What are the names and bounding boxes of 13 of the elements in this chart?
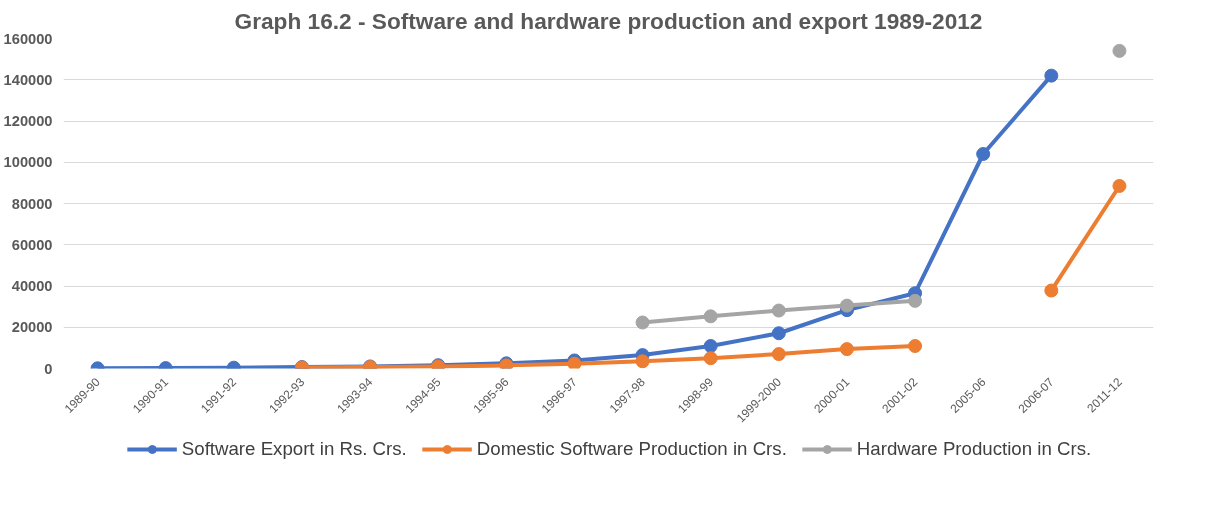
y-tick-label: 60000 xyxy=(11,236,53,253)
legend-label: Domestic Software Production in Crs. xyxy=(476,438,787,460)
y-tick-label: 20000 xyxy=(11,319,53,336)
chart-title: Graph 16.2 - Software and hardware production and export 1989-2012 xyxy=(234,7,983,34)
y-tick-label: 40000 xyxy=(11,278,53,294)
legend-label: Hardware Production in Crs. xyxy=(856,438,1092,460)
y-tick-label: 80000 xyxy=(11,195,53,212)
y-tick-label: 140000 xyxy=(3,71,53,88)
y-tick-label: 120000 xyxy=(3,113,53,129)
legend-label: Software Export in Rs. Crs. xyxy=(181,438,407,460)
y-tick-label: 100000 xyxy=(3,154,53,171)
y-tick-label: 0 xyxy=(44,360,53,377)
y-tick-label: 160000 xyxy=(3,30,53,47)
